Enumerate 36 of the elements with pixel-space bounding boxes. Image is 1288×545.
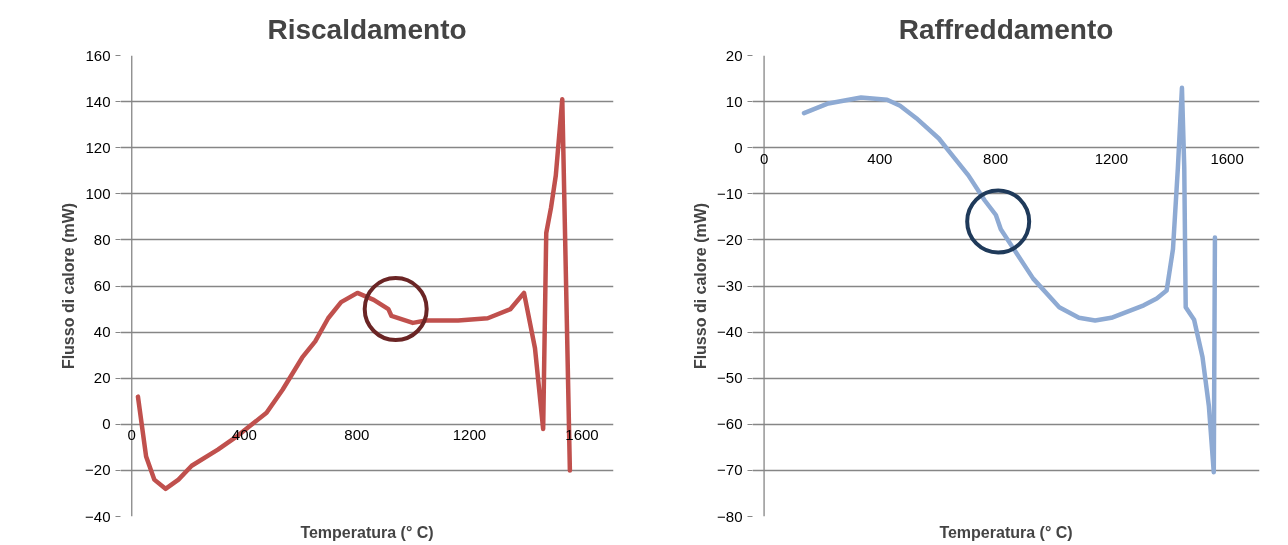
x-tick-label: 0 [127,426,136,444]
y-tick-label: −70 [717,461,743,479]
y-tick-label: 0 [734,138,743,156]
y-tick-label: 120 [85,138,111,156]
x-tick-label: 1600 [1210,149,1244,167]
y-axis-title: Flusso di calore (mW) [692,202,710,370]
y-tick-label: −40 [717,323,743,341]
x-tick-label: 400 [867,149,893,167]
y-tick-label: 40 [93,323,111,341]
y-tick-label: −30 [717,277,743,294]
y-axis-title: Flusso di calore (mW) [60,202,78,370]
y-tick-label: 100 [85,184,111,202]
x-tick-label: 800 [344,426,370,444]
y-tick-label: 80 [93,230,111,248]
x-tick-label: 800 [983,149,1009,167]
y-tick-label: 10 [725,92,743,110]
y-tick-label: −40 [85,507,111,525]
x-tick-label: 1200 [452,426,487,444]
y-tick-label: −60 [717,415,743,433]
y-tick-label: −80 [717,507,743,525]
x-axis-title: Temperatura (° C) [300,523,434,541]
x-tick-label: 1200 [1094,149,1129,167]
x-tick-label: 0 [759,149,769,167]
y-tick-label: 60 [93,277,111,294]
y-tick-label: −10 [717,184,743,202]
y-tick-label: 160 [85,46,111,64]
y-tick-label: −20 [717,230,743,248]
y-tick-label: 20 [93,369,111,387]
y-tick-label: 20 [725,46,743,64]
y-tick-label: 0 [102,415,111,433]
x-axis-title: Temperatura (° C) [939,523,1073,541]
chart-title: Riscaldamento [267,13,467,45]
y-tick-label: 140 [85,92,111,110]
y-tick-label: −20 [85,461,111,479]
chart-title: Raffreddamento [898,13,1114,45]
y-tick-label: −50 [717,369,743,387]
